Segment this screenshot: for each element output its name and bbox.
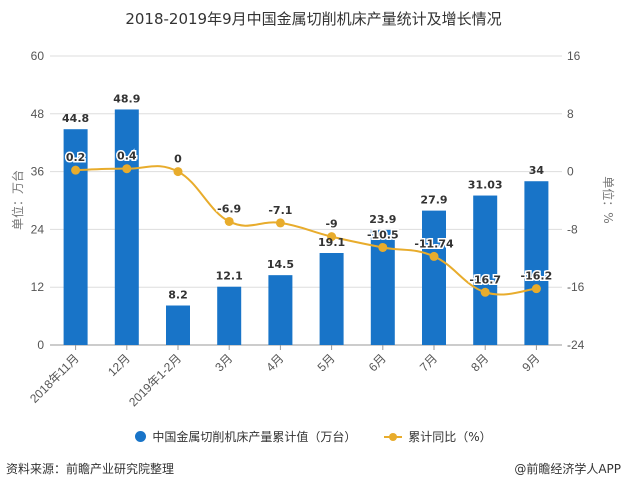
bars [63,109,549,345]
bar-value-label: 31.03 [468,179,503,192]
line-value-label: 0.4 [117,150,137,163]
line-point [531,284,541,294]
right-tick-label: -8 [567,222,578,236]
bar [473,195,498,345]
line-path [75,165,537,296]
line-value-label: -6.9 [217,202,241,215]
legend-line-icon [384,431,403,442]
line-point [327,232,337,242]
right-axis-ticks: -24 -16 -8 0 8 16 [567,49,585,352]
line-value-label: 0 [174,153,182,166]
line-labels: 0.2 0.4 0 -6.9 -7.1 -9 -10.5 -11.74 -16.7 -16.2 [64,148,553,288]
credit-note: @前瞻经济学人APP [514,462,621,476]
x-tick-label: 7月 [417,351,440,374]
x-tick-label: 8月 [468,351,491,374]
line-point [378,242,388,252]
legend-bar-icon [135,431,147,442]
bar [319,253,344,345]
line-series [71,164,541,297]
right-axis-label: 单位：% [601,176,616,223]
bar-value-label: 23.9 [369,213,396,226]
line-point [71,165,81,175]
x-tick-label: 4月 [263,351,286,374]
bar [524,181,549,345]
right-tick-label: 8 [567,107,574,121]
line-point [224,216,234,226]
line-value-label: -16.7 [469,273,501,286]
line-value-label: -7.1 [268,204,292,217]
x-tick-label: 9月 [519,351,542,374]
left-tick-label: 48 [31,107,45,121]
bar [63,129,88,345]
bar-value-label: 44.8 [62,112,89,125]
line-value-label: -11.74 [414,237,454,250]
x-tick-label: 3月 [212,351,235,374]
bar-value-label: 34 [529,164,545,177]
legend-item-line[interactable]: 累计同比（%） [384,428,492,445]
bar-value-label: 19.1 [318,236,345,249]
line-value-label: -9 [325,218,337,231]
line-value-label: -10.5 [367,228,399,241]
left-tick-label: 0 [37,338,44,352]
bar-value-label: 27.9 [420,194,447,207]
line-point [275,218,285,228]
line-point [480,287,490,297]
right-tick-label: -16 [567,280,585,294]
chart: 0 12 24 36 48 60 -24 -16 -8 0 8 16 44.8 48.9 8.2 12.1… [10,49,616,409]
bar-value-label: 48.9 [113,92,140,105]
line-point [122,164,132,174]
right-tick-label: 16 [567,49,581,63]
left-axis-ticks: 0 12 24 36 48 60 [31,49,45,352]
chart-title: 2018-2019年9月中国金属切削机床产量统计及增长情况 [125,10,502,28]
x-tick-label: 6月 [366,351,389,374]
bar [268,275,293,345]
left-tick-label: 36 [31,165,45,179]
source-note: 资料来源：前瞻产业研究院整理 [6,462,175,476]
x-tick-label: 5月 [315,351,338,374]
line-value-label: 0.2 [66,151,86,164]
x-tick-label: 2018年11月 [27,351,82,406]
left-axis-label: 单位：万台 [10,170,25,230]
legend-line-label: 累计同比（%） [408,430,492,444]
left-tick-label: 12 [31,280,45,294]
right-tick-label: 0 [567,165,574,179]
x-tick-label: 12月 [105,351,133,379]
line-value-label: -16.2 [521,270,553,283]
bar [114,109,139,345]
line-point [173,167,183,177]
bar-value-label: 14.5 [267,258,294,271]
x-tick-label: 2019年1-2月 [126,351,184,409]
bar-labels: 44.8 48.9 8.2 12.1 14.5 19.1 23.9 27.9 31.03 34 [62,92,544,301]
bar [217,286,242,345]
left-tick-label: 24 [31,222,45,236]
legend-item-bar[interactable]: 中国金属切削机床产量累计值（万台） [135,428,356,445]
legend-bar-label: 中国金属切削机床产量累计值（万台） [152,430,357,444]
line-point [429,251,439,261]
left-tick-label: 60 [31,49,45,63]
bar [422,210,446,345]
bar-value-label: 8.2 [168,289,188,302]
right-tick-label: -24 [567,338,585,352]
legend: 中国金属切削机床产量累计值（万台） 累计同比（%） [0,428,627,445]
bar [166,305,190,345]
bar-value-label: 12.1 [216,270,243,283]
